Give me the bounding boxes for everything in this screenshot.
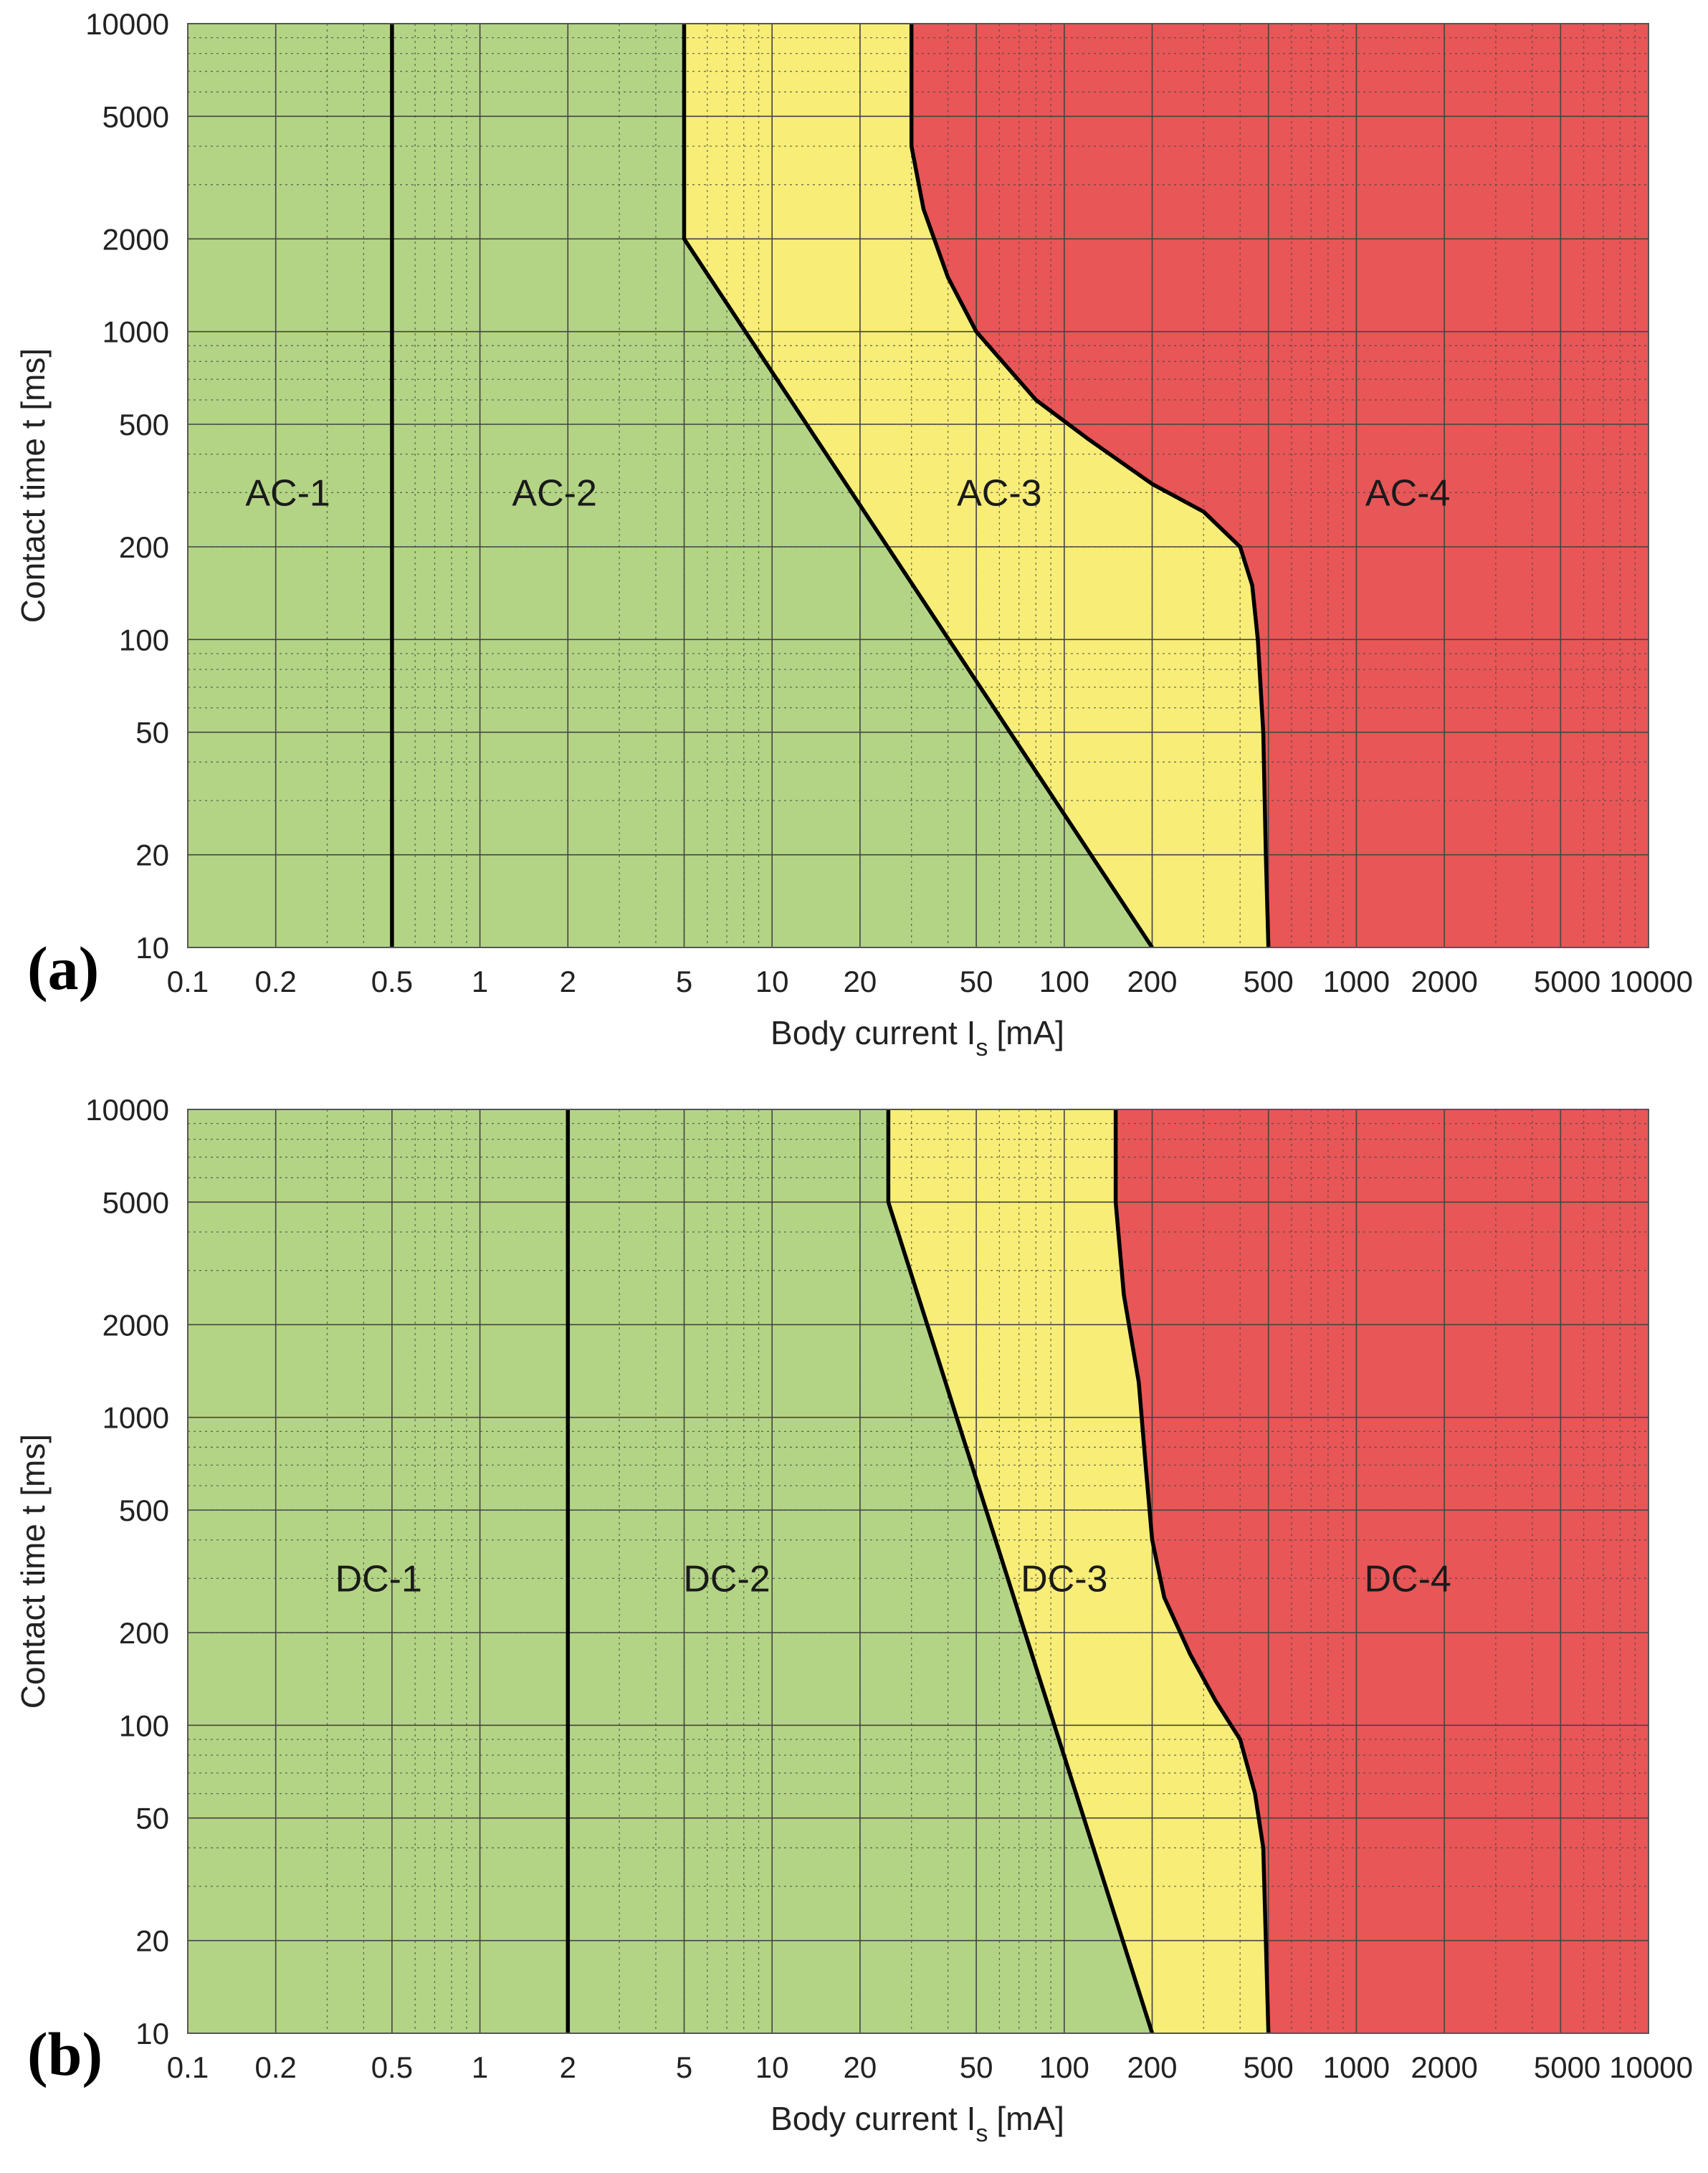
x-tick-label: 2000 [1411, 965, 1477, 998]
y-tick-label: 100 [119, 623, 169, 656]
zone-label: DC-2 [683, 1558, 770, 1600]
zone-label: AC-1 [245, 472, 330, 514]
y-tick-label: 50 [135, 716, 169, 750]
x-tick-label: 10000 [1609, 965, 1693, 998]
boundary-line-2 [886, 1109, 1155, 2033]
y-tick-label: 1000 [102, 1401, 169, 1435]
x-tick-label: 1 [472, 2050, 488, 2084]
x-axis-label-unit: [mA] [996, 2100, 1064, 2137]
x-tick-label: 2000 [1411, 2050, 1477, 2084]
boundary-line-3 [1113, 1109, 1271, 2033]
y-tick-label: 5000 [102, 1185, 169, 1219]
x-tick-label: 50 [960, 965, 993, 998]
x-tick-label: 0.2 [255, 965, 297, 998]
y-tick-label: 2000 [102, 222, 169, 256]
x-tick-label: 5000 [1534, 965, 1600, 998]
x-tick-label: 10 [755, 2050, 789, 2084]
y-tick-label: 10 [135, 931, 169, 965]
x-tick-label: 5 [676, 965, 692, 998]
boundary-line-3 [909, 24, 1271, 947]
x-tick-label: 50 [960, 2050, 993, 2084]
x-tick-label: 5000 [1534, 2050, 1600, 2084]
x-tick-label: 0.5 [371, 2050, 413, 2084]
major-grid [188, 24, 1649, 947]
zone-label: AC-4 [1365, 472, 1450, 514]
x-tick-label: 200 [1127, 2050, 1177, 2084]
y-tick-label: 200 [119, 1616, 169, 1650]
zone-label: AC-2 [512, 472, 596, 514]
x-tick-label: 20 [844, 965, 877, 998]
zone-label: DC-3 [1021, 1558, 1107, 1600]
panel-label: (a) [27, 934, 99, 1003]
zone-label: AC-3 [957, 472, 1041, 514]
y-axis-label: Contact time t [ms] [14, 348, 52, 623]
plot-frame [187, 23, 1649, 948]
panel-label: (b) [27, 2020, 102, 2088]
y-tick-label: 500 [119, 408, 169, 441]
x-tick-label: 1000 [1323, 965, 1390, 998]
y-tick-label: 20 [135, 1924, 169, 1958]
y-tick-label: 2000 [102, 1308, 169, 1342]
zone-label: DC-4 [1365, 1558, 1451, 1600]
x-tick-label: 2 [560, 965, 576, 998]
x-axis-label-text: Body current I [770, 1014, 975, 1051]
plot-frame [187, 1109, 1649, 2034]
x-axis-label-text: Body current I [770, 2100, 975, 2137]
x-tick-label: 20 [844, 2050, 877, 2084]
x-axis-label-subscript: s [975, 1034, 988, 1061]
x-tick-label: 100 [1039, 2050, 1089, 2084]
chart-panel-2: DC-1 DC-2 DC-3 DC-4 0.1 0.2 0.5 1 2 5 10 20 50 100 200… [14, 1093, 1693, 2147]
boundary-line-2 [682, 24, 1154, 947]
y-tick-label: 100 [119, 1709, 169, 1742]
zone-1-2-region [188, 24, 1153, 947]
x-axis-label-unit: [mA] [996, 1014, 1064, 1051]
x-axis-label: Body current Is [mA] [770, 2100, 1064, 2147]
y-tick-label: 50 [135, 1802, 169, 1835]
x-tick-label: 100 [1039, 965, 1089, 998]
x-tick-label: 0.5 [371, 965, 413, 998]
x-tick-label: 10 [755, 965, 789, 998]
y-tick-label: 500 [119, 1494, 169, 1527]
x-axis-label-subscript: s [975, 2120, 988, 2147]
x-tick-label: 0.1 [167, 965, 209, 998]
y-tick-label: 10000 [85, 7, 169, 41]
y-tick-label: 5000 [102, 100, 169, 133]
x-tick-label: 5 [676, 2050, 692, 2084]
y-axis-label: Contact time t [ms] [14, 1434, 52, 1709]
y-tick-label: 10000 [85, 1093, 169, 1127]
x-tick-label: 200 [1127, 965, 1177, 998]
y-tick-label: 20 [135, 839, 169, 872]
plot-area [188, 1109, 1649, 2033]
y-tick-label: 1000 [102, 315, 169, 349]
x-tick-label: 500 [1244, 965, 1294, 998]
x-tick-label: 0.1 [167, 2050, 209, 2084]
x-tick-label: 10000 [1609, 2050, 1693, 2084]
zone-label: DC-1 [335, 1558, 422, 1600]
y-tick-label: 10 [135, 2017, 169, 2050]
x-tick-label: 500 [1244, 2050, 1294, 2084]
x-tick-label: 1 [472, 965, 488, 998]
x-tick-label: 2 [560, 2050, 576, 2084]
plot-area [188, 24, 1649, 947]
chart-panel-1: AC-1 AC-2 AC-3 AC-4 0.1 0.2 0.5 1 2 5 10 20 50 100 200… [14, 7, 1693, 1061]
y-tick-label: 200 [119, 530, 169, 564]
x-axis-label: Body current Is [mA] [770, 1014, 1064, 1061]
x-tick-label: 1000 [1323, 2050, 1390, 2084]
x-tick-label: 0.2 [255, 2050, 297, 2084]
